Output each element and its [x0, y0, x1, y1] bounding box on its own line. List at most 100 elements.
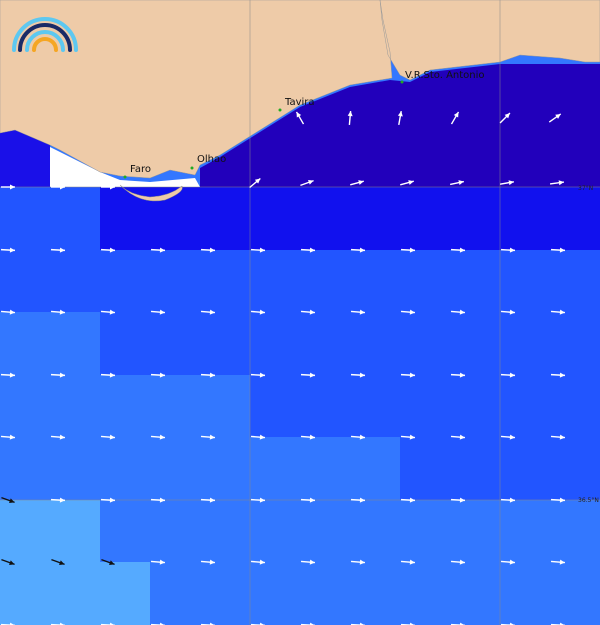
grid-label: 37°N — [578, 185, 593, 192]
arrow — [350, 247, 366, 253]
arrow-head — [508, 180, 514, 186]
arrow-head — [559, 247, 565, 253]
arrow — [347, 110, 353, 126]
arrow-head — [259, 497, 265, 503]
arrow-head — [359, 622, 365, 625]
place-dot — [190, 166, 194, 170]
arrow-head — [59, 247, 65, 253]
arrow-head — [358, 180, 364, 185]
arrow-head — [459, 559, 465, 565]
arrow-head — [109, 372, 115, 378]
arrow — [550, 372, 566, 378]
arrow — [350, 434, 366, 440]
arrow — [250, 497, 266, 503]
arrow — [50, 309, 66, 315]
arrow-head — [308, 179, 314, 185]
arrow — [300, 247, 316, 253]
arrow-head — [209, 247, 215, 253]
cell — [0, 562, 150, 625]
arrow-head — [459, 372, 465, 378]
arrow-head — [159, 622, 165, 625]
arrow-head — [359, 372, 365, 378]
grid-label: 36.5°N — [578, 497, 599, 504]
arrow-head — [309, 559, 315, 565]
arrow-head — [159, 559, 165, 565]
place-label: Faro — [130, 164, 151, 175]
arrow — [250, 309, 266, 315]
arrow-head — [109, 560, 115, 566]
arrow — [200, 309, 216, 315]
arrow — [50, 434, 66, 440]
arrow-head — [509, 559, 515, 565]
arrow — [400, 247, 416, 253]
arrow — [249, 177, 261, 189]
arrow — [50, 497, 66, 503]
cell — [0, 500, 100, 562]
arrow-head — [459, 622, 465, 625]
arrow — [150, 309, 166, 315]
arrow — [150, 497, 166, 503]
arrow-head — [159, 372, 165, 378]
arrow — [550, 309, 566, 315]
arrow — [548, 113, 562, 123]
arrow — [450, 559, 466, 565]
arrow — [100, 372, 116, 378]
arrow-head — [559, 559, 565, 565]
arrow-head — [110, 184, 115, 190]
arrow — [350, 372, 366, 378]
cell — [0, 250, 600, 312]
arrow-head — [159, 434, 165, 440]
arrow — [100, 309, 116, 315]
logo-arc — [32, 37, 58, 52]
arrow-head — [9, 560, 15, 566]
arrow — [450, 180, 464, 186]
arrow — [500, 309, 516, 315]
arrow — [450, 497, 466, 503]
arrow — [400, 434, 416, 440]
arrow-head — [459, 247, 465, 253]
arrow-head — [359, 309, 365, 315]
arrow — [200, 559, 216, 565]
arrow-head — [159, 309, 165, 315]
arrow — [200, 372, 216, 378]
arrow — [350, 180, 364, 186]
arrow-head — [209, 497, 215, 503]
cell — [250, 375, 600, 437]
arrow — [500, 434, 516, 440]
arrow-head — [209, 372, 215, 378]
arrow-head — [9, 498, 15, 504]
arrow — [150, 372, 166, 378]
arrow-head — [509, 309, 515, 315]
logo-arc — [18, 23, 72, 52]
arrow-head — [9, 434, 15, 440]
arrow-head — [458, 180, 464, 186]
arrow — [50, 372, 66, 378]
arrow-head — [509, 497, 515, 503]
arrow-head — [559, 372, 565, 378]
arrow — [1, 184, 15, 190]
arrow-head — [60, 184, 65, 190]
arrow-head — [159, 497, 165, 503]
arrow — [100, 247, 116, 253]
arrow — [397, 110, 403, 126]
arrow — [550, 434, 566, 440]
arrow-head — [555, 113, 561, 119]
arrow-head — [309, 497, 315, 503]
arrow — [550, 247, 566, 253]
arrow-head — [10, 184, 15, 190]
arrow-head — [559, 497, 565, 503]
arrow-head — [259, 247, 265, 253]
arrow-head — [259, 372, 265, 378]
arrow-head — [409, 622, 415, 625]
arrow — [0, 247, 16, 253]
arrow — [295, 111, 305, 125]
arrow-head — [59, 434, 65, 440]
arrow-head — [259, 309, 265, 315]
arrow-head — [209, 559, 215, 565]
arrow-head — [359, 497, 365, 503]
arrow — [450, 247, 466, 253]
arrow — [200, 247, 216, 253]
arrow — [150, 559, 166, 565]
arrow — [100, 434, 116, 440]
arrow-head — [309, 434, 315, 440]
